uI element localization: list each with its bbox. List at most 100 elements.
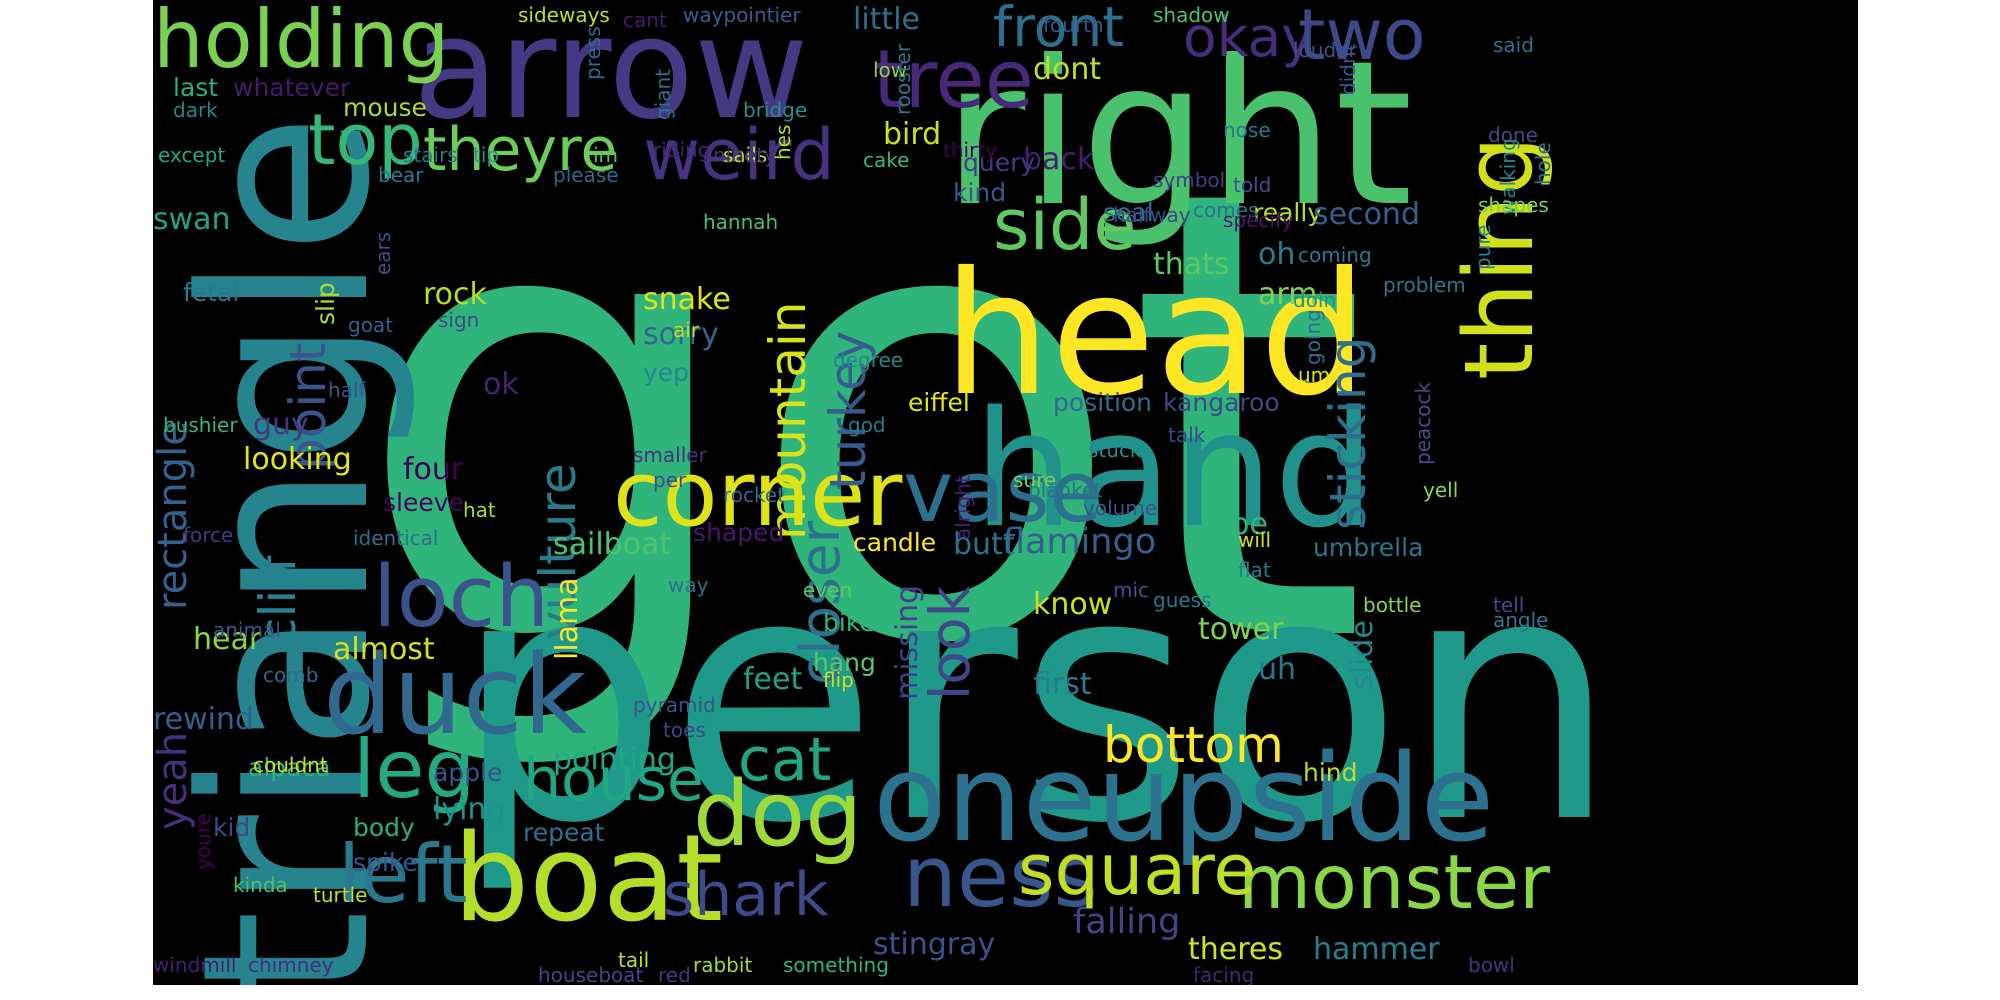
cloud-word-alpaca: alpaca: [248, 753, 331, 782]
cloud-word-bushier: bushier: [163, 413, 238, 437]
cloud-word-comes: comes: [1193, 198, 1259, 222]
cloud-word-toes: toes: [663, 718, 706, 742]
cloud-word-done: done: [1488, 123, 1538, 147]
cloud-word-sure: sure: [1013, 468, 1057, 492]
cloud-word-slide: slide: [1345, 620, 1380, 690]
cloud-word-tell: tell: [1493, 593, 1525, 617]
cloud-word-fourth: fourth: [1043, 13, 1104, 37]
cloud-word-missing: missing: [890, 584, 925, 700]
cloud-word-rewind: rewind: [153, 702, 255, 737]
cloud-word-falling: falling: [1073, 902, 1181, 942]
cloud-word-got: got: [353, 59, 1369, 780]
cloud-word-little: little: [853, 2, 920, 37]
cloud-word-lying: lying: [433, 792, 506, 827]
cloud-word-sailboat: sailboat: [553, 527, 672, 562]
cloud-word-ok: ok: [483, 367, 519, 402]
cloud-word-looking: looking: [243, 442, 352, 477]
cloud-word-animal: animal: [213, 618, 281, 642]
cloud-word-kinda: kinda: [233, 873, 288, 897]
cloud-word-shapes: shapes: [1478, 193, 1549, 217]
cloud-word-hes: hes: [771, 124, 795, 160]
cloud-word-symbol: symbol: [1153, 168, 1226, 192]
cloud-word-degree: degree: [833, 348, 904, 372]
cloud-word-sleeve: sleeve: [383, 488, 464, 517]
cloud-word-smaller: smaller: [633, 443, 707, 467]
cloud-word-cake: cake: [863, 148, 910, 172]
cloud-word-four: four: [403, 452, 464, 487]
cloud-word-rocket: rocket: [723, 483, 786, 507]
cloud-word-flat: flat: [1238, 558, 1271, 582]
cloud-word-peacock: peacock: [1411, 381, 1435, 465]
cloud-word-snake: snake: [643, 282, 731, 317]
cloud-word-ears: ears: [371, 231, 395, 275]
cloud-word-shadow: shadow: [1153, 3, 1230, 27]
cloud-word-yep: yep: [643, 358, 690, 387]
cloud-word-arrow: arrow: [413, 0, 809, 151]
cloud-word-person: person: [453, 502, 1619, 898]
cloud-word-front: front: [993, 0, 1124, 59]
cloud-word-yeah: yeah: [153, 731, 196, 830]
cloud-word-cat: cat: [738, 725, 832, 795]
cloud-word-slip: slip: [311, 282, 340, 325]
cloud-word-second: second: [1313, 197, 1420, 232]
cloud-word-sails: sails: [723, 143, 768, 167]
cloud-word-thats: thats: [1153, 247, 1230, 282]
cloud-word-monster: monster: [1238, 838, 1550, 926]
cloud-word-comb: comb: [263, 663, 319, 687]
cloud-word-oneupside: oneupside: [873, 730, 1495, 869]
cloud-word-pyramid: pyramid: [633, 693, 716, 717]
cloud-word-rooster: rooster: [891, 43, 915, 115]
cloud-word-rectangle: rectangle: [153, 421, 196, 610]
cloud-word-almost: almost: [333, 632, 435, 667]
cloud-word-nose: nose: [1223, 118, 1271, 142]
cloud-word-stingray: stingray: [873, 927, 996, 962]
cloud-word-rabbit: rabbit: [693, 953, 753, 977]
cloud-word-tip: tip: [473, 143, 500, 167]
cloud-word-umbrella: umbrella: [1313, 533, 1424, 562]
cloud-word-didnt: didnt: [1336, 43, 1360, 95]
cloud-word-boat: boat: [453, 810, 724, 949]
cloud-word-louder: louder: [1293, 38, 1357, 62]
cloud-word-couldnt: couldnt: [253, 753, 328, 777]
cloud-word-low: low: [873, 58, 908, 82]
cloud-word-please: please: [553, 163, 619, 187]
cloud-word-ninety: ninety: [713, 143, 776, 167]
cloud-word-ness: ness: [903, 828, 1098, 927]
cloud-word-problem: problem: [1383, 273, 1466, 297]
cloud-word-square: square: [1018, 829, 1257, 911]
word-cloud: got person right triangle arrow head hand oneup…: [153, 0, 1858, 985]
cloud-word-guy: guy: [253, 407, 309, 442]
cloud-word-tree: tree: [873, 33, 1034, 126]
cloud-word-bird: bird: [883, 117, 942, 152]
cloud-word-mouse: mouse: [343, 93, 427, 122]
cloud-word-shaped: shaped: [693, 518, 785, 547]
cloud-word-angle: angle: [1493, 608, 1549, 632]
cloud-word-dont: dont: [1033, 52, 1102, 87]
cloud-word-even: even: [803, 578, 853, 602]
cloud-word-something: something: [783, 953, 889, 977]
cloud-word-llama: llama: [550, 577, 585, 660]
cloud-word-shark: shark: [663, 860, 829, 930]
cloud-word-giant: giant: [651, 68, 675, 120]
cloud-word-bike: bike: [823, 608, 875, 637]
cloud-word-doin: doin: [1293, 288, 1337, 312]
cloud-word-cant: cant: [623, 8, 667, 32]
cloud-word-really: really: [1253, 198, 1323, 227]
cloud-word-position: position: [1053, 388, 1153, 417]
cloud-word-hannah: hannah: [703, 210, 779, 234]
cloud-word-identical: identical: [353, 526, 439, 550]
cloud-word-thirty: thirty: [943, 138, 997, 162]
cloud-word-bowl: bowl: [1468, 953, 1515, 977]
cloud-word-theyre: theyre: [423, 115, 618, 185]
cloud-word-dog: dog: [693, 762, 863, 867]
cloud-word-goat: goat: [348, 313, 394, 337]
cloud-word-hang: hang: [813, 648, 876, 677]
cloud-word-youre: youre: [191, 813, 215, 870]
cloud-word-vase: vase: [903, 443, 1102, 542]
cloud-word-windmill: windmill: [153, 953, 237, 977]
cloud-word-blanket: blanket: [1028, 478, 1103, 502]
cloud-word-pipe: pipe: [1203, 507, 1268, 542]
cloud-word-told: told: [1233, 173, 1272, 197]
cloud-word-talk: talk: [1168, 423, 1206, 447]
cloud-word-per: per: [653, 468, 687, 492]
